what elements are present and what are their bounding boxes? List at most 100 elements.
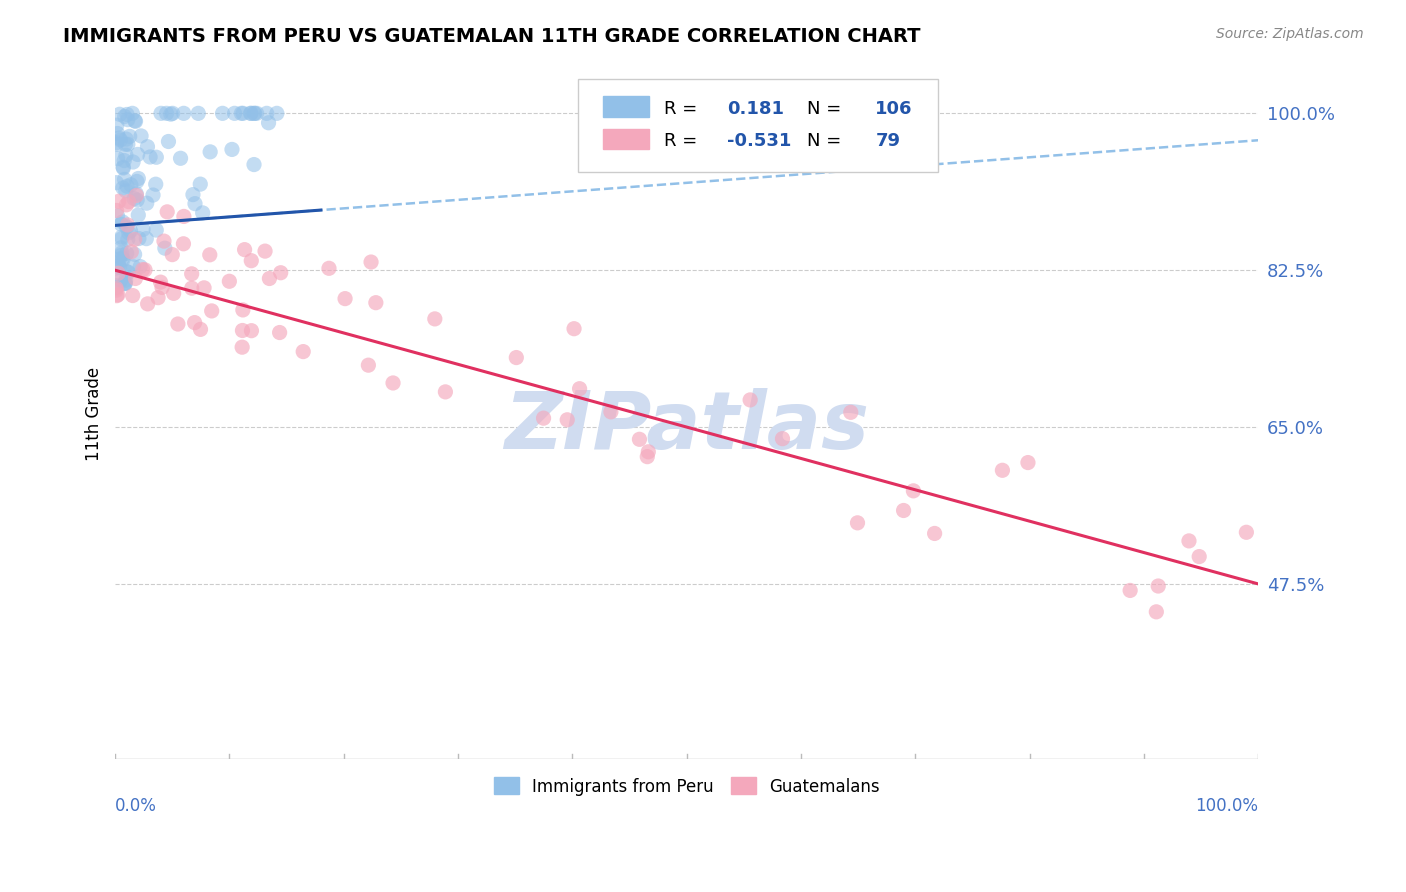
Text: 100.0%: 100.0% (1195, 797, 1258, 814)
Point (118, 226, 141, 240)
Point (135, 196, 157, 211)
Point (117, 194, 139, 209)
Point (112, 153, 135, 168)
Point (173, 106, 195, 120)
Point (198, 248, 221, 262)
Point (162, 247, 184, 261)
Point (221, 143, 243, 157)
Text: IMMIGRANTS FROM PERU VS GUATEMALAN 11TH GRADE CORRELATION CHART: IMMIGRANTS FROM PERU VS GUATEMALAN 11TH … (63, 27, 921, 45)
Point (243, 106, 266, 120)
Point (1178, 533, 1201, 548)
Point (115, 132, 138, 146)
Text: Source: ZipAtlas.com: Source: ZipAtlas.com (1216, 27, 1364, 41)
Bar (603, 128, 650, 149)
Point (382, 376, 405, 390)
Point (115, 107, 138, 121)
Point (105, 278, 128, 293)
Point (108, 131, 131, 145)
Point (191, 206, 214, 220)
Point (505, 351, 527, 365)
Point (163, 286, 186, 301)
Point (364, 295, 387, 310)
Point (121, 288, 143, 302)
Text: -0.531: -0.531 (727, 132, 792, 150)
Point (107, 266, 129, 280)
FancyBboxPatch shape (578, 78, 938, 172)
Point (122, 260, 145, 274)
Point (193, 281, 215, 295)
Point (243, 106, 266, 120)
Point (115, 179, 138, 194)
Point (292, 344, 315, 359)
Point (893, 503, 915, 517)
Point (108, 107, 131, 121)
Point (772, 432, 794, 446)
Point (357, 358, 380, 372)
Point (159, 107, 181, 121)
Point (124, 271, 146, 285)
Point (1017, 456, 1039, 470)
Point (153, 234, 176, 248)
Point (110, 273, 132, 287)
Point (218, 274, 240, 288)
Point (122, 155, 145, 169)
Point (740, 392, 762, 407)
Point (145, 150, 167, 164)
Point (232, 302, 254, 317)
Point (117, 112, 139, 127)
Point (132, 222, 155, 236)
Point (924, 526, 946, 541)
Text: ZIPatlas: ZIPatlas (505, 388, 869, 467)
Point (190, 322, 212, 336)
Point (162, 106, 184, 120)
Point (115, 246, 138, 260)
Point (246, 106, 269, 120)
Point (125, 188, 148, 202)
Point (637, 444, 659, 458)
Point (145, 178, 167, 192)
Point (118, 129, 141, 144)
Text: 106: 106 (876, 100, 912, 118)
Point (224, 106, 246, 120)
Point (233, 243, 256, 257)
Point (139, 150, 162, 164)
Point (112, 252, 135, 267)
Point (105, 288, 128, 302)
Point (211, 106, 233, 120)
Point (114, 184, 136, 198)
Point (105, 281, 128, 295)
Point (562, 322, 585, 336)
Legend: Immigrants from Peru, Guatemalans: Immigrants from Peru, Guatemalans (488, 771, 886, 802)
Point (1188, 549, 1211, 564)
Point (105, 136, 128, 150)
Point (146, 291, 169, 305)
Point (254, 244, 277, 259)
Point (108, 260, 131, 275)
Point (115, 219, 138, 234)
Point (114, 277, 136, 291)
Text: 0.0%: 0.0% (115, 797, 157, 814)
Point (157, 135, 180, 149)
Point (257, 116, 280, 130)
Point (110, 241, 132, 255)
Point (112, 277, 135, 291)
Point (239, 106, 262, 120)
Point (240, 106, 263, 120)
Point (117, 218, 139, 232)
Point (846, 516, 869, 530)
Point (270, 266, 292, 280)
Point (318, 261, 340, 276)
Point (142, 188, 165, 202)
Point (107, 259, 129, 273)
Point (110, 133, 132, 147)
Text: 0.181: 0.181 (727, 100, 783, 118)
Point (568, 382, 591, 396)
Point (231, 340, 253, 354)
Point (184, 196, 207, 211)
Point (243, 157, 266, 171)
Point (107, 194, 129, 209)
Point (991, 463, 1014, 477)
Point (124, 113, 146, 128)
Point (240, 253, 263, 268)
Point (112, 161, 135, 175)
